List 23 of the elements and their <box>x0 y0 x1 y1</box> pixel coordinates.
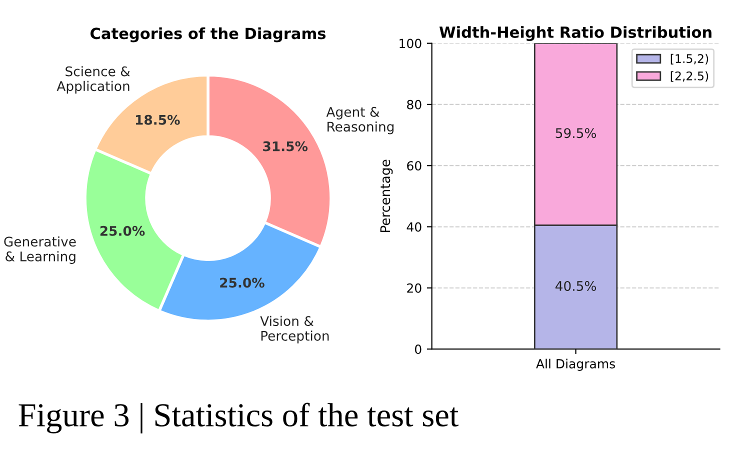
caption: Figure 3 | Statistics of the test set <box>18 402 458 434</box>
x-tick-label: All Diagrams <box>536 358 616 371</box>
y-tick-label: 0 <box>414 344 422 354</box>
data-label: 40.5% <box>555 281 596 291</box>
data-label: 59.5% <box>556 128 596 138</box>
y-axis-title: Percentage <box>380 160 393 232</box>
legend-label: [2,2.5) <box>670 71 708 82</box>
data-label: 25.0% <box>220 278 264 288</box>
legend-label: [1.5,2) <box>670 54 708 64</box>
y-tick-label: 20 <box>407 283 422 293</box>
y-tick-label: 80 <box>407 100 422 110</box>
y-tick-label: 40 <box>406 222 422 232</box>
data-label: 31.5% <box>263 141 308 152</box>
slice-label: Generative & Learning <box>4 236 76 264</box>
data-label: 25.0% <box>100 226 145 236</box>
data-label: 18.5% <box>136 114 180 125</box>
slice-label: Vision & Perception <box>260 316 329 344</box>
slice-label: Science & Application <box>56 66 130 94</box>
chart-title: Width-Height Ratio Distribution <box>439 26 712 42</box>
chart-title: Categories of the Diagrams <box>90 27 326 42</box>
y-tick-label: 60 <box>407 161 422 171</box>
slice-label: Agent & Reasoning <box>326 106 394 134</box>
y-tick-label: 100 <box>400 38 422 48</box>
